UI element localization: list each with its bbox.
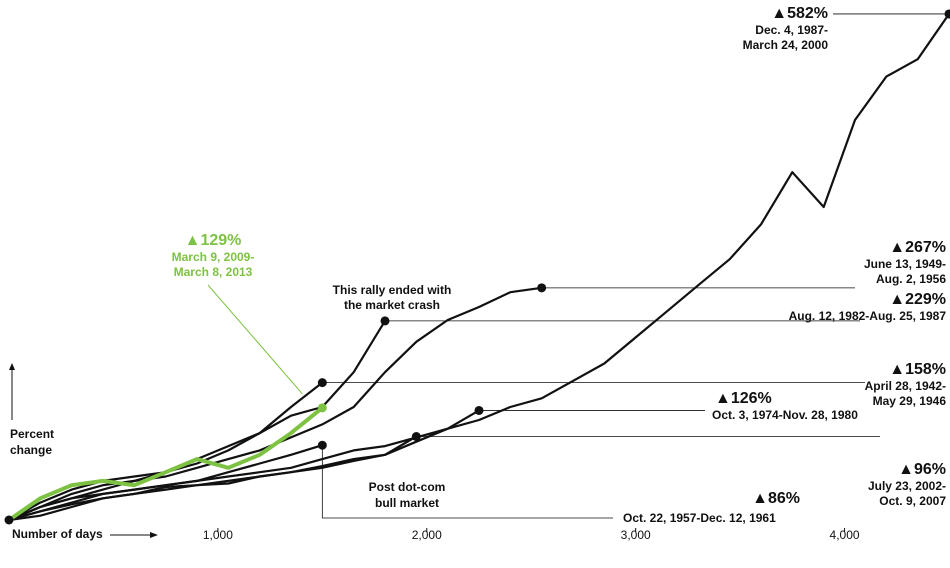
period-label: Oct. 3, 1974-Nov. 28, 1980 [712, 408, 858, 422]
annotation: the market crash [344, 298, 440, 312]
y-label: change [10, 443, 52, 457]
series-line [8, 444, 323, 522]
period-label: March 24, 2000 [743, 38, 829, 52]
period-label: March 8, 2013 [174, 265, 253, 279]
annotation: This rally ended with [333, 283, 452, 297]
end-dot [317, 440, 327, 450]
series-line [8, 13, 950, 522]
end-dot [411, 432, 421, 442]
series-line [7, 406, 324, 522]
series-line [8, 435, 417, 522]
leader-line [207, 284, 303, 395]
x-tick-label: 2,000 [412, 528, 442, 542]
period-label: Aug. 2, 1956 [876, 272, 946, 286]
period-label: Aug. 12, 1982-Aug. 25, 1987 [789, 309, 947, 323]
y-label: Percent [10, 427, 54, 441]
series-line [8, 409, 480, 522]
period-label: April 28, 1942- [865, 379, 946, 393]
period-label: May 29, 1946 [873, 394, 947, 408]
y-arrow-head [9, 363, 15, 370]
period-label: June 13, 1949- [864, 257, 946, 271]
period-label: March 9, 2009- [172, 250, 255, 264]
end-dot [944, 9, 950, 19]
end-label: ▲229% [889, 291, 946, 308]
end-dot [317, 403, 327, 413]
end-label: ▲267% [889, 239, 946, 256]
x-tick-label: 1,000 [203, 528, 233, 542]
leader-line [321, 445, 613, 519]
end-label: ▲582% [771, 5, 828, 22]
end-dot [317, 378, 327, 388]
period-label: July 23, 2002- [868, 479, 946, 493]
period-label: Oct. 9, 2007 [879, 494, 946, 508]
period-label: Dec. 4, 1987- [755, 23, 828, 37]
origin-dot [4, 515, 14, 525]
end-label: ▲126% [715, 390, 772, 407]
series-line [8, 381, 323, 522]
x-tick-label: 4,000 [830, 528, 860, 542]
end-label: ▲158% [889, 361, 946, 378]
end-label: ▲96% [898, 461, 946, 478]
annotation: Post dot-com [369, 480, 446, 494]
x-label: Number of days [12, 527, 103, 541]
x-arrow-head [150, 532, 158, 538]
end-dot [380, 316, 390, 326]
end-dot [474, 405, 484, 415]
annotation: bull market [375, 496, 439, 510]
x-tick-label: 3,000 [621, 528, 651, 542]
end-label: ▲86% [752, 490, 800, 507]
end-label: ▲129% [185, 232, 242, 249]
end-dot [537, 283, 547, 293]
period-label: Oct. 22, 1957-Dec. 12, 1961 [623, 511, 776, 525]
